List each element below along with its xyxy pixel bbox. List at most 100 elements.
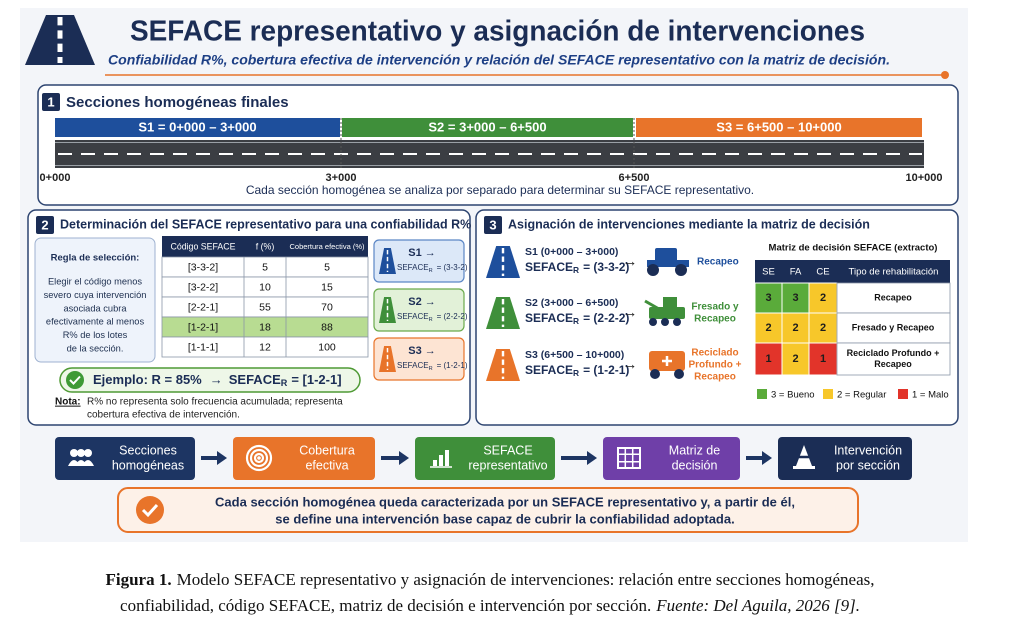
flow-label: SEFACE <box>483 443 532 457</box>
card-title: S2 → <box>408 296 436 308</box>
matrix-score: 2 <box>792 353 798 365</box>
section-card <box>373 288 465 332</box>
row-code: SEFACER = (1-2-1) <box>525 363 629 378</box>
card-title: S3 → <box>408 345 436 357</box>
legend-swatch <box>823 389 833 399</box>
summary-box <box>117 487 859 533</box>
matrix-cell <box>781 342 810 376</box>
flow-label: representativo <box>468 458 547 472</box>
matrix-type: Fresado y Recapeo <box>852 322 935 332</box>
table-cell: 55 <box>259 301 271 313</box>
flow-icon <box>796 445 812 466</box>
section-card <box>373 337 465 381</box>
caption: confiabilidad, código SEFACE, matriz de … <box>120 596 860 615</box>
example-box <box>59 367 361 393</box>
segment-label: S3 = 6+500 – 10+000 <box>716 119 841 134</box>
matrix-score: 3 <box>765 292 771 304</box>
flow-icon <box>77 449 85 457</box>
table-cell: 88 <box>321 321 333 333</box>
matrix-score: 2 <box>820 292 826 304</box>
rule-title: Regla de selección: <box>51 253 140 264</box>
table-cell: 70 <box>321 301 333 313</box>
matrix-score: 2 <box>765 322 771 334</box>
check-icon <box>66 371 84 389</box>
road-icon <box>486 297 520 329</box>
row-arrow: → <box>623 356 638 373</box>
machine-icon <box>662 356 672 366</box>
row-code-code: SEFACE <box>525 260 573 274</box>
card-code-value: = (1-2-1) <box>437 361 468 370</box>
section-number: 1 <box>47 94 54 109</box>
section-number-box <box>42 93 60 111</box>
flow-label: Cobertura <box>299 443 355 457</box>
flow-label: por sección <box>836 458 900 472</box>
card-code: SEFACER = (1-2-1) <box>397 361 468 372</box>
table-cell: [3-2-2] <box>188 281 218 293</box>
section-number: 2 <box>41 217 48 232</box>
example-text-part: Ejemplo: R = 85% <box>93 372 202 387</box>
table-row <box>161 336 369 358</box>
flow-box <box>55 437 195 480</box>
table-header-cell: Cobertura efectiva (%) <box>289 242 365 251</box>
machine-icon <box>673 318 681 326</box>
rule-text: asociada cubra <box>63 303 127 313</box>
flow-icon <box>433 460 437 466</box>
matrix-title: Matriz de decisión SEFACE (extracto) <box>769 243 938 254</box>
caption-label: Figura 1. <box>106 570 172 589</box>
flow-icon <box>257 456 261 460</box>
machine-icon <box>663 297 677 307</box>
station-label: 6+500 <box>619 172 650 184</box>
card-code-sub: R <box>429 317 433 323</box>
rule-text: Elegir el código menos <box>48 276 142 286</box>
flow-label: Intervención <box>834 443 902 457</box>
machine-icon <box>644 299 660 311</box>
intervention-label: Fresado y <box>691 302 739 313</box>
flow-label: Secciones <box>119 443 177 457</box>
machine-icon <box>661 318 669 326</box>
card-code-code: SEFACE <box>397 361 429 370</box>
machine-icon <box>655 248 677 262</box>
flow-icon <box>75 460 87 466</box>
intervention-label: Reciclado <box>691 348 738 359</box>
flow-icon <box>793 466 815 469</box>
section-number: 3 <box>489 217 496 232</box>
flow-icon <box>253 452 265 464</box>
machine-icon <box>649 307 685 319</box>
row-code-code: SEFACE <box>525 363 573 377</box>
road-icon <box>486 349 520 381</box>
note-label: Nota: <box>55 397 81 408</box>
machine-icon <box>647 260 689 267</box>
table-cell: 5 <box>262 261 268 273</box>
station-label: 10+000 <box>905 172 942 184</box>
summary-text: Cada sección homogénea queda caracteriza… <box>215 494 795 509</box>
flow-icon <box>245 444 273 472</box>
subtitle: Confiabilidad R%, cobertura efectiva de … <box>108 53 890 68</box>
summary-check <box>136 496 164 524</box>
matrix-cell <box>836 282 951 314</box>
matrix-type: Recapeo <box>874 359 912 369</box>
flow-label: efectiva <box>305 458 348 472</box>
flow-box <box>778 437 912 480</box>
card-code-value: = (2-2-2) <box>437 312 468 321</box>
matrix-cell <box>836 342 951 376</box>
flow-box <box>415 437 555 480</box>
row-code: SEFACER = (3-3-2) <box>525 260 629 275</box>
flow-icon <box>70 449 78 457</box>
flow-icon <box>617 447 641 469</box>
matrix-score: 1 <box>820 353 826 365</box>
rule-text: R% de los lotes <box>63 330 128 340</box>
table-cell: 15 <box>321 281 333 293</box>
machine-icon <box>675 264 687 276</box>
note-text: cobertura efectiva de intervención. <box>87 410 240 421</box>
table-cell: 5 <box>324 261 330 273</box>
intervention-label: Recapeo <box>694 372 736 383</box>
table-cell: [1-1-1] <box>188 341 218 353</box>
road-icon <box>486 246 520 278</box>
panel-title: Secciones homogéneas finales <box>66 94 289 111</box>
table-cell: [1-2-1] <box>188 321 218 333</box>
table-cell: 18 <box>259 321 271 333</box>
row-section: S2 (3+000 – 6+500) <box>525 297 618 309</box>
table-cell: 10 <box>259 281 271 293</box>
rule-text: efectivamente al menos <box>46 317 145 327</box>
